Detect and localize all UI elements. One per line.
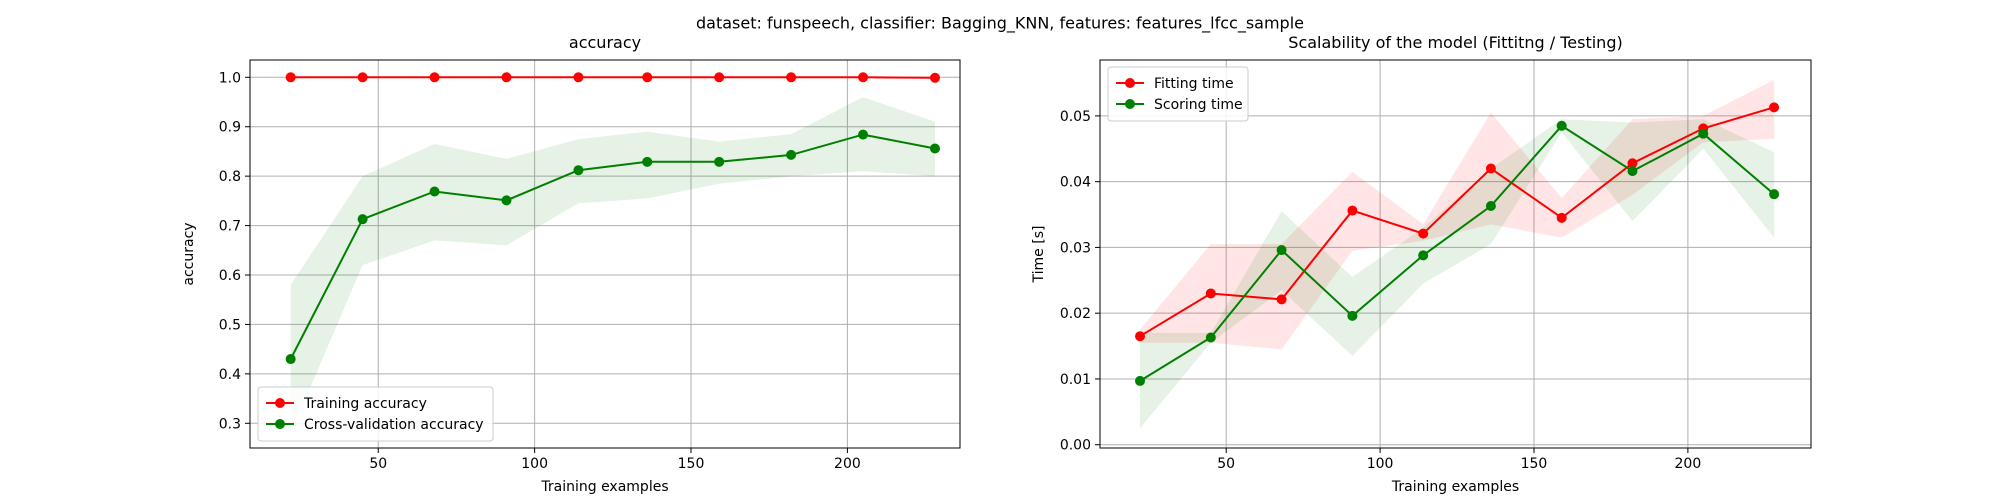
- legend: Fitting time Scoring time: [1107, 66, 1249, 122]
- series-1-point: [1276, 245, 1287, 256]
- series-0-line: [1139, 106, 1775, 338]
- series-1-point: [1556, 120, 1567, 131]
- series-0-point: [285, 72, 296, 83]
- y-tick-label: 0.4: [219, 367, 241, 383]
- x-tick-label: 200: [1675, 456, 1702, 472]
- accuracy-panel: accuracy 50 100 150 200 0.3 0.4 0.5 0.6 0.7 0.8 0.9…: [181, 33, 961, 495]
- legend-label: Fitting time: [1154, 76, 1234, 92]
- legend-frame: [257, 386, 494, 442]
- series-0-point: [1769, 102, 1780, 113]
- panel-title: accuracy: [569, 33, 641, 52]
- series-1-point: [429, 186, 440, 197]
- x-axis-label: Training examples: [540, 479, 668, 495]
- x-tick-label: 50: [369, 456, 387, 472]
- series-0-point: [858, 72, 869, 83]
- y-tick-label: 0.6: [219, 268, 241, 284]
- series-1-point: [1418, 250, 1429, 261]
- series-1-point: [1769, 189, 1780, 200]
- y-tick-label: 0.04: [1060, 175, 1091, 191]
- series-0-point: [501, 72, 512, 83]
- series-1-point: [1347, 310, 1358, 321]
- series-0-point: [642, 72, 653, 83]
- y-tick-label: 0.03: [1060, 240, 1091, 256]
- scalability-panel: Scalability of the model (Fittitng / Tes…: [1031, 33, 1812, 495]
- series-1-point: [357, 214, 368, 225]
- series-0-point: [573, 72, 584, 83]
- axes-frame: [249, 59, 961, 449]
- legend-swatch-marker: [275, 398, 285, 408]
- y-tick-label: 0.7: [219, 219, 241, 235]
- series-1-band: [1140, 119, 1775, 429]
- series-1-point: [1627, 166, 1638, 177]
- series-0-line: [290, 76, 936, 79]
- series-1-point: [642, 156, 653, 167]
- series-0-point: [1418, 228, 1429, 239]
- y-tick-label: 0.9: [219, 120, 241, 136]
- series-0-point: [1485, 163, 1496, 174]
- series-1-line: [289, 133, 936, 360]
- series-0-point: [1627, 158, 1638, 169]
- x-axis-label: Training examples: [1391, 479, 1519, 495]
- series-0-band: [1140, 79, 1775, 350]
- series-0-point: [1556, 212, 1567, 223]
- series-0-point: [786, 72, 797, 83]
- y-tick-label: 0.00: [1060, 438, 1091, 454]
- series-0-point: [357, 72, 368, 83]
- series-0-point: [1205, 288, 1216, 299]
- series-1-point: [1135, 375, 1146, 386]
- y-axis-label: Time [s]: [1031, 226, 1047, 284]
- series-0-point: [929, 72, 940, 83]
- axes-frame: [1099, 59, 1812, 449]
- series-1-line: [1139, 124, 1775, 382]
- series-1-point: [714, 156, 725, 167]
- legend: Training accuracy Cross-validation accura…: [257, 386, 494, 442]
- y-tick-label: 0.5: [219, 317, 241, 333]
- series-1-point: [1698, 128, 1709, 139]
- panel-title: Scalability of the model (Fittitng / Tes…: [1288, 33, 1622, 52]
- legend-label: Cross-validation accuracy: [304, 417, 484, 433]
- y-tick-label: 0.01: [1060, 372, 1091, 388]
- y-tick-label: 0.05: [1060, 109, 1091, 125]
- series-0-point: [1347, 205, 1358, 216]
- y-tick-label: 0.8: [219, 169, 241, 185]
- series-1-point: [1485, 200, 1496, 211]
- x-tick-label: 50: [1217, 456, 1235, 472]
- y-tick-label: 0.3: [219, 416, 241, 432]
- series-1-point: [786, 149, 797, 160]
- series-1-point: [501, 195, 512, 206]
- x-tick-label: 100: [1367, 456, 1394, 472]
- series-0-point: [1276, 294, 1287, 305]
- y-tick-label: 1.0: [219, 70, 241, 86]
- series-1-point: [285, 354, 296, 365]
- legend-swatch-marker: [275, 419, 285, 429]
- legend-swatch-marker: [1125, 78, 1135, 88]
- y-tick-label: 0.02: [1060, 306, 1091, 322]
- series-0-point: [1135, 331, 1146, 342]
- figure-suptitle: dataset: funspeech, classifier: Bagging_…: [696, 14, 1304, 34]
- legend-swatch-marker: [1125, 99, 1135, 109]
- series-1-point: [929, 143, 940, 154]
- series-1-point: [1205, 332, 1216, 343]
- series-1-point: [858, 129, 869, 140]
- series-1-point: [573, 165, 584, 176]
- x-tick-label: 150: [678, 456, 705, 472]
- legend-label: Scoring time: [1154, 97, 1243, 113]
- series-1-band: [290, 97, 935, 434]
- legend-label: Training accuracy: [303, 396, 427, 412]
- x-tick-label: 150: [1521, 456, 1548, 472]
- legend-frame: [1107, 66, 1249, 122]
- series-0-point: [714, 72, 725, 83]
- y-axis-label: accuracy: [181, 222, 197, 285]
- series-0-point: [429, 72, 440, 83]
- x-tick-label: 100: [521, 456, 548, 472]
- x-tick-label: 200: [834, 456, 861, 472]
